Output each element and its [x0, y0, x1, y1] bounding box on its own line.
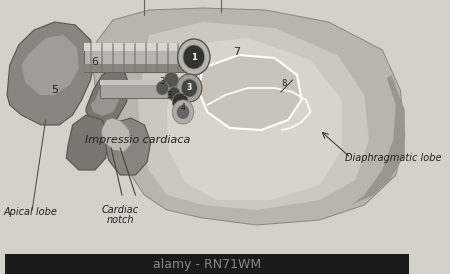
Polygon shape	[66, 115, 108, 170]
Text: notch: notch	[106, 215, 134, 225]
Bar	[84, 64, 198, 72]
Polygon shape	[138, 22, 369, 210]
Bar	[5, 254, 410, 274]
Polygon shape	[167, 38, 342, 200]
Polygon shape	[86, 68, 129, 125]
Text: Diaphragmatic lobe: Diaphragmatic lobe	[345, 153, 441, 163]
Text: Impressio cardiaca: Impressio cardiaca	[86, 135, 191, 145]
Text: 5: 5	[51, 85, 58, 95]
Text: 4: 4	[180, 104, 185, 113]
Bar	[99, 80, 185, 85]
Text: 6: 6	[91, 57, 99, 67]
Text: 3: 3	[160, 78, 165, 87]
Polygon shape	[198, 55, 302, 130]
Circle shape	[178, 39, 210, 75]
Polygon shape	[101, 118, 131, 152]
Polygon shape	[90, 8, 405, 225]
Bar	[99, 80, 185, 98]
Circle shape	[177, 105, 189, 119]
Text: Apical lobe: Apical lobe	[4, 207, 57, 217]
Polygon shape	[106, 118, 151, 175]
Text: 3: 3	[187, 84, 192, 93]
Circle shape	[168, 87, 180, 101]
Circle shape	[177, 74, 202, 102]
Text: Cardiac: Cardiac	[102, 205, 139, 215]
Text: 7: 7	[234, 47, 240, 57]
Polygon shape	[90, 80, 120, 116]
Text: 3: 3	[166, 92, 171, 101]
Bar	[84, 43, 198, 51]
Bar	[84, 43, 198, 72]
Circle shape	[172, 100, 194, 124]
Circle shape	[156, 81, 169, 95]
Circle shape	[164, 72, 179, 88]
Circle shape	[181, 79, 198, 97]
Text: 1: 1	[191, 53, 197, 61]
Polygon shape	[351, 75, 405, 205]
Circle shape	[172, 93, 189, 111]
Polygon shape	[7, 22, 95, 125]
Polygon shape	[22, 35, 79, 95]
Circle shape	[183, 45, 205, 69]
Text: 8: 8	[281, 78, 286, 87]
Text: alamy - RN71WM: alamy - RN71WM	[153, 258, 261, 271]
